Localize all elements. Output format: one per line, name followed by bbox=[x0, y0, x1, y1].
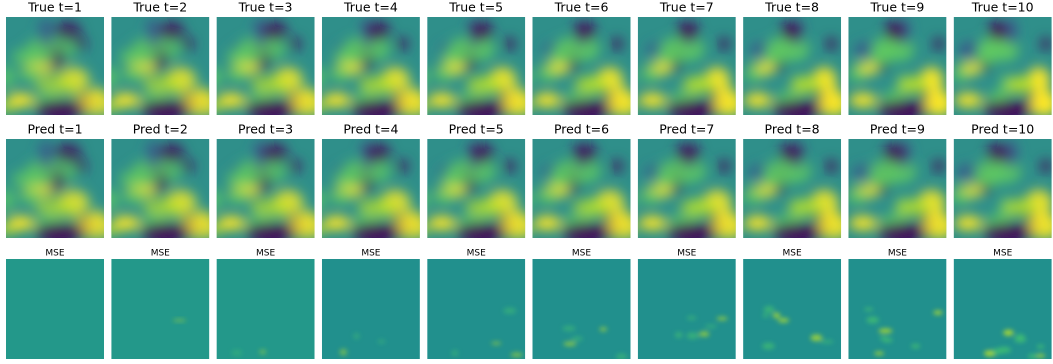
panel-title: MSE bbox=[256, 249, 275, 259]
heatmap-panel bbox=[848, 259, 947, 359]
panel-title: Pred t=9 bbox=[870, 122, 925, 137]
panel-title: MSE bbox=[45, 249, 64, 259]
heatmap-panel bbox=[216, 139, 315, 238]
heatmap-panel bbox=[321, 139, 420, 238]
panel-title: True t=4 bbox=[343, 0, 398, 15]
heatmap-panel bbox=[637, 259, 736, 359]
heatmap-panel bbox=[6, 17, 104, 115]
heatmap-panel bbox=[321, 17, 420, 115]
panel-title: True t=6 bbox=[554, 0, 609, 15]
panel-title: True t=2 bbox=[132, 0, 187, 15]
heatmap-panel bbox=[743, 139, 842, 238]
panel-title: MSE bbox=[151, 249, 170, 259]
heatmap-panel bbox=[111, 17, 210, 115]
panel-title: True t=7 bbox=[659, 0, 714, 15]
panel-title: MSE bbox=[467, 249, 486, 259]
panel-title: True t=9 bbox=[869, 0, 924, 15]
panel-title: Pred t=2 bbox=[133, 122, 188, 137]
heatmap-panel bbox=[427, 139, 526, 238]
panel-title: True t=1 bbox=[27, 0, 82, 15]
panel-title: Pred t=10 bbox=[971, 122, 1034, 137]
panel-title: Pred t=5 bbox=[449, 122, 504, 137]
panel-title: Pred t=6 bbox=[554, 122, 609, 137]
panel-title: True t=8 bbox=[764, 0, 819, 15]
panel-title: MSE bbox=[993, 249, 1012, 259]
heatmap-panel bbox=[953, 259, 1052, 359]
heatmap-panel bbox=[953, 139, 1052, 238]
heatmap-panel bbox=[427, 17, 526, 115]
heatmap-panel bbox=[743, 17, 842, 115]
heatmap-panel bbox=[111, 139, 210, 238]
panel-title: Pred t=8 bbox=[765, 122, 820, 137]
panel-title: MSE bbox=[361, 249, 380, 259]
panel-title: True t=5 bbox=[448, 0, 503, 15]
heatmap-panel bbox=[6, 139, 104, 238]
panel-title: MSE bbox=[677, 249, 696, 259]
panel-title: MSE bbox=[888, 249, 907, 259]
panel-title: Pred t=1 bbox=[27, 122, 82, 137]
heatmap-panel bbox=[111, 259, 210, 359]
panel-title: MSE bbox=[783, 249, 802, 259]
heatmap-panel bbox=[532, 17, 631, 115]
panel-title: MSE bbox=[572, 249, 591, 259]
panel-title: Pred t=3 bbox=[238, 122, 293, 137]
heatmap-panel bbox=[427, 259, 526, 359]
heatmap-panel bbox=[216, 17, 315, 115]
heatmap-panel bbox=[637, 17, 736, 115]
heatmap-panel bbox=[848, 17, 947, 115]
heatmap-panel bbox=[532, 139, 631, 238]
panel-title: True t=3 bbox=[238, 0, 293, 15]
heatmap-panel bbox=[743, 259, 842, 359]
heatmap-panel bbox=[848, 139, 947, 238]
panel-title: Pred t=4 bbox=[343, 122, 398, 137]
heatmap-panel bbox=[6, 259, 104, 359]
heatmap-panel bbox=[637, 139, 736, 238]
heatmap-panel bbox=[953, 17, 1052, 115]
panel-title: True t=10 bbox=[971, 0, 1034, 15]
heatmap-panel bbox=[216, 259, 315, 359]
heatmap-panel bbox=[532, 259, 631, 359]
panel-title: Pred t=7 bbox=[659, 122, 714, 137]
heatmap-panel bbox=[321, 259, 420, 359]
